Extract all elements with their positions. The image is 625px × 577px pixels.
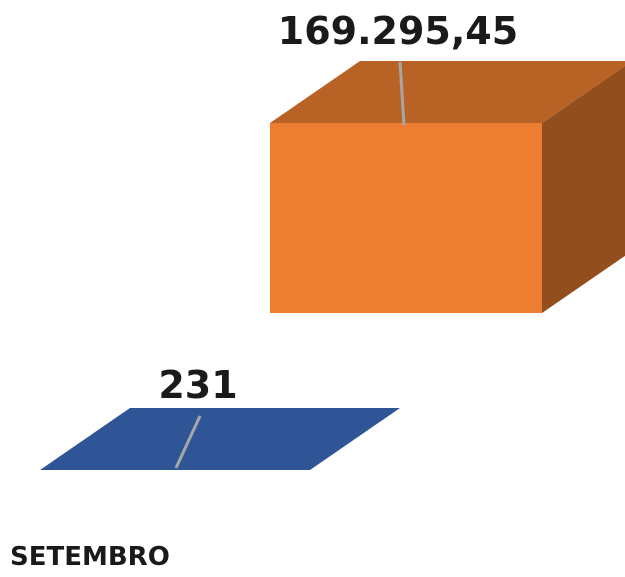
leader-line-series-2 [398,61,406,126]
bar-series-2-front [270,123,542,313]
chart-plot-area: 231 169.295,45 [40,9,625,470]
bar-series-1-top [40,408,400,470]
data-label-series-2: 169.295,45 [278,9,518,53]
bar-series-2-side [542,65,625,313]
category-label: SETEMBRO [10,542,170,572]
leader-line-series-1 [174,415,202,469]
bar-series-2-top [270,61,625,123]
data-label-series-1: 231 [158,363,237,407]
